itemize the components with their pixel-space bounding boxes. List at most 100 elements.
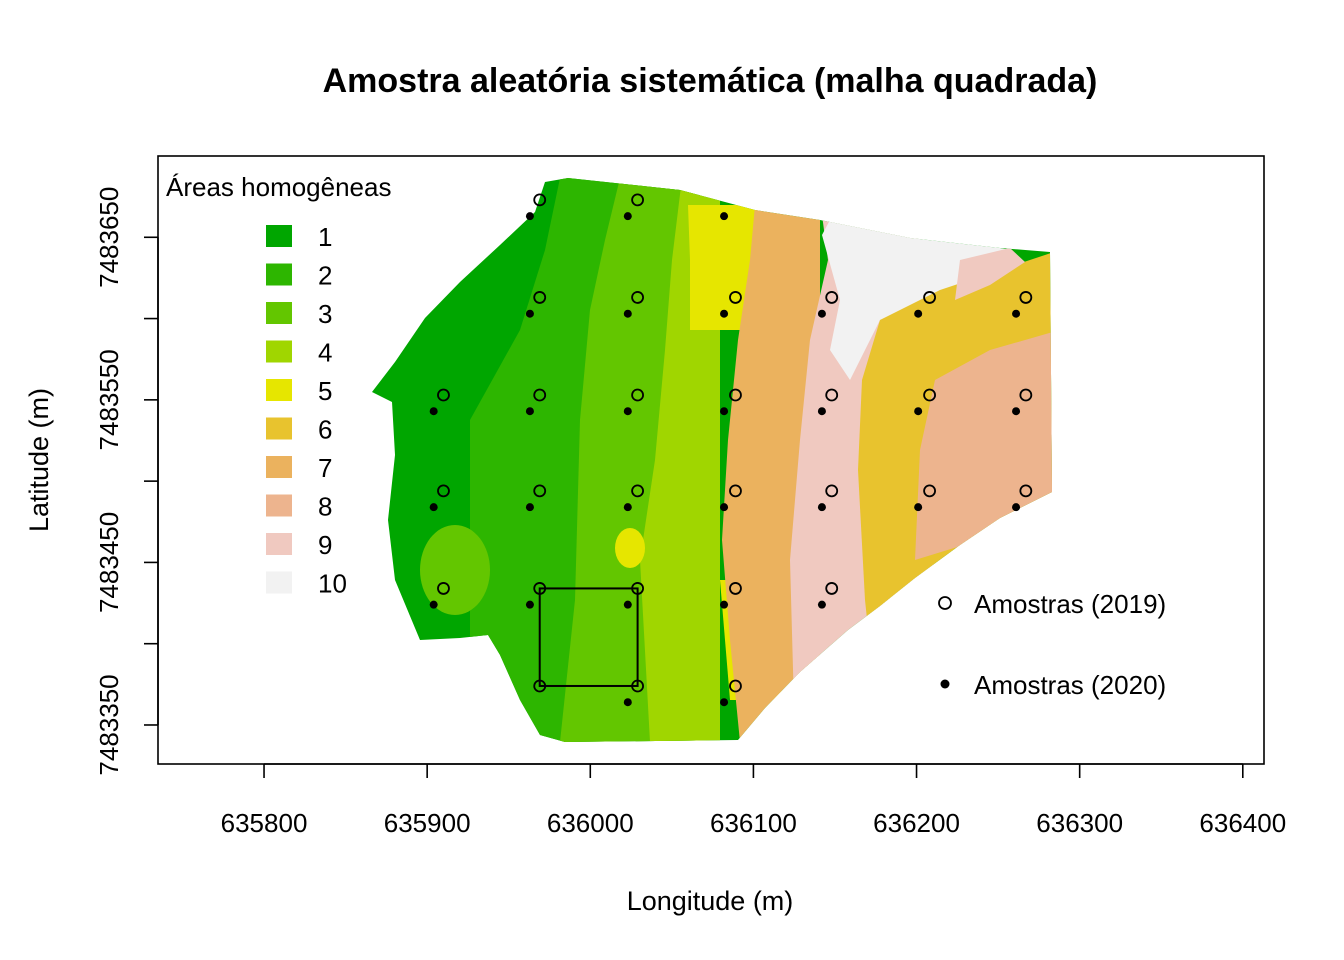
sample-2020-point [914, 503, 923, 512]
x-tick-label: 636100 [710, 808, 797, 838]
zones-legend-label: 2 [318, 261, 332, 291]
sample-2020-point [720, 503, 729, 512]
zones-legend-swatch [266, 533, 292, 555]
zone-5c [615, 528, 645, 568]
zone-3-patch [420, 525, 490, 615]
sample-2019-point [631, 291, 644, 304]
sample-2019-point [923, 291, 936, 304]
sample-2019-point [631, 193, 644, 207]
sample-2020-point [720, 407, 729, 416]
sample-2020-point [1012, 309, 1021, 318]
zones-legend-swatch [266, 494, 292, 517]
points-legend-symbol-open [938, 596, 952, 610]
sample-2020-point [720, 212, 729, 221]
sample-2019-point [923, 484, 936, 498]
sample-2019-point [533, 291, 547, 304]
y-tick-label: 7483550 [94, 349, 124, 450]
zones-legend: Áreas homogêneas 1 2 3 4 5 6 7 8 9 10 [166, 172, 391, 599]
sample-2019-point [1019, 291, 1033, 304]
zones-legend-swatch [266, 456, 292, 478]
sample-2020-point [720, 309, 729, 318]
sample-2019-point [437, 388, 450, 402]
x-tick-label: 635900 [384, 808, 471, 838]
sample-2019-point [631, 582, 644, 595]
sample-2019-point [825, 388, 839, 402]
sample-2020-point [429, 600, 438, 609]
sample-2019-point [825, 582, 839, 595]
zones-legend-label: 8 [318, 492, 332, 522]
sample-2019-point [631, 388, 644, 402]
x-tick-label: 635800 [221, 808, 308, 838]
sample-2019-point [729, 679, 742, 693]
sample-2019-point [631, 679, 644, 693]
sample-2020-point [817, 407, 826, 416]
sample-2020-point [914, 407, 923, 416]
sample-2019-point [923, 388, 936, 402]
zone-8 [915, 330, 1052, 560]
zones-legend-label: 7 [318, 453, 332, 483]
y-tick-label: 7483450 [94, 512, 124, 613]
sample-2019-point [1019, 484, 1033, 498]
sample-2020-point [525, 600, 534, 609]
highlight-square [538, 587, 639, 687]
x-axis-label: Longitude (m) [627, 886, 794, 916]
y-axis-label: Latitude (m) [24, 388, 54, 532]
homogeneous-zones [372, 178, 1052, 742]
sample-2020-point [623, 600, 632, 609]
sample-2020-point [525, 212, 534, 221]
sample-2020-point [623, 212, 632, 221]
sample-2020-point [525, 407, 534, 416]
zones-legend-label: 9 [318, 530, 332, 560]
x-tick-label: 636400 [1199, 808, 1286, 838]
zones-legend-swatch [266, 379, 292, 401]
sample-2020-point [525, 503, 534, 512]
chart-title: Amostra aleatória sistemática (malha qua… [323, 62, 1098, 100]
sample-2019-point [533, 193, 547, 207]
zones-legend-title: Áreas homogêneas [166, 172, 391, 202]
zone-9b [955, 248, 1025, 300]
sample-2020-point [525, 309, 534, 318]
points-legend-symbol-filled [940, 679, 950, 689]
sample-2020-point [817, 503, 826, 512]
sample-2020-point [720, 698, 729, 707]
x-tick-label: 636300 [1036, 808, 1123, 838]
sample-2020-point [429, 407, 438, 416]
y-tick-label: 7483350 [94, 674, 124, 775]
sample-2020-point [1012, 407, 1021, 416]
zones-legend-label: 6 [318, 415, 332, 445]
sample-2020-point [817, 309, 826, 318]
sample-2020-point [623, 407, 632, 416]
sample-2020-point [914, 309, 923, 318]
sample-2019-point [533, 679, 547, 693]
zones-legend-swatch [266, 417, 292, 440]
sample-2019-point [729, 484, 742, 498]
zones-legend-swatch [266, 263, 292, 286]
sample-2019-point [729, 291, 742, 304]
zone-5 [688, 205, 760, 330]
sample-2020-point [1012, 503, 1021, 512]
sample-2020-point [623, 503, 632, 512]
sample-2019-point [631, 484, 644, 498]
sample-2019-point [825, 291, 839, 304]
points-legend-label: Amostras (2020) [974, 670, 1166, 700]
sample-2019-point [1019, 388, 1033, 402]
sample-2019-point [825, 484, 839, 498]
sample-2019-point [729, 582, 742, 595]
points-legend-label: Amostras (2019) [974, 589, 1166, 619]
sample-2020-point [623, 698, 632, 707]
zones-legend-swatch [266, 571, 292, 594]
zones-legend-label: 5 [318, 376, 332, 406]
zones-legend-label: 3 [318, 299, 332, 329]
sample-2020-point [623, 309, 632, 318]
y-tick-label: 7483650 [94, 187, 124, 288]
sample-2019-point [533, 388, 547, 402]
sample-2019-point [437, 484, 450, 498]
x-axis: 635800 635900 636000 636100 636200 636300 6364… [221, 763, 1286, 838]
points-legend: Amostras (2019) Amostras (2020) [938, 589, 1166, 700]
zones-legend-swatch [266, 302, 292, 324]
zones-legend-label: 4 [318, 338, 332, 368]
zones-legend-label: 10 [318, 569, 347, 599]
x-tick-label: 636200 [873, 808, 960, 838]
sample-2020-point [817, 600, 826, 609]
